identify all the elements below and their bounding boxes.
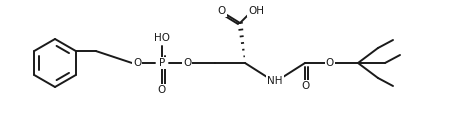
Text: O: O	[326, 58, 334, 68]
Text: O: O	[133, 58, 141, 68]
Text: O: O	[301, 81, 309, 91]
Text: O: O	[218, 6, 226, 16]
Text: NH: NH	[267, 76, 283, 86]
Text: O: O	[183, 58, 191, 68]
Text: HO: HO	[154, 33, 170, 43]
Text: O: O	[158, 85, 166, 95]
Text: P: P	[159, 58, 165, 68]
Text: OH: OH	[248, 6, 264, 16]
